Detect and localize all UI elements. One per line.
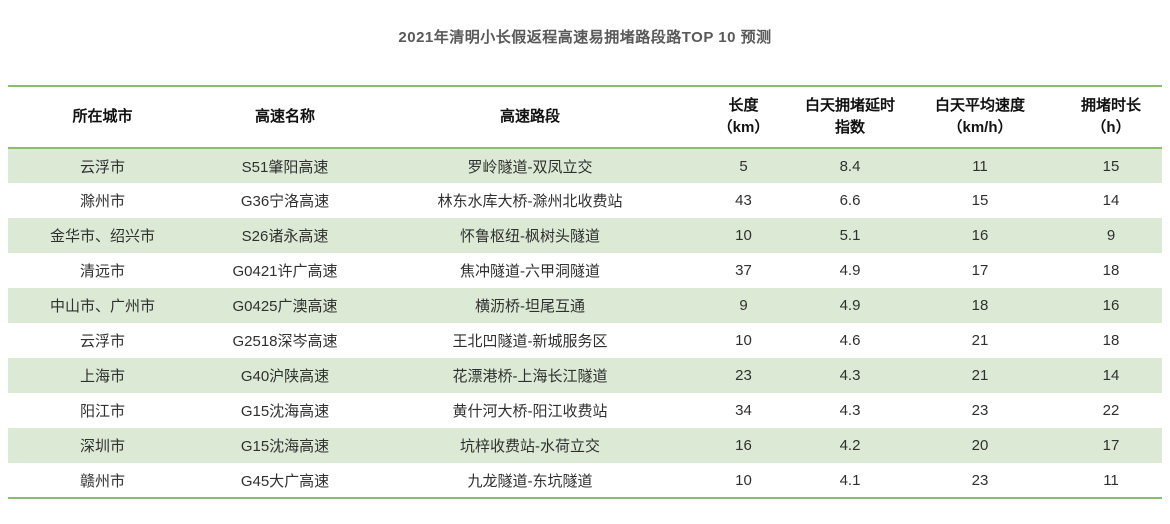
cell-delay-index: 4.9: [839, 297, 861, 314]
cell-highway-section: 九龙隧道-东坑隧道: [467, 472, 593, 490]
congestion-top10-table: 所在城市 高速名称 高速路段 长度 （km） 白天拥堵延时 指数 白天平均速度 …: [8, 85, 1162, 499]
cell-length-km: 10: [735, 471, 752, 489]
cell-highway-name: G40沪陕高速: [240, 368, 330, 385]
cell-delay-index: 4.3: [839, 367, 861, 384]
column-header-highway-name: 高速名称: [254, 108, 315, 125]
cell-length-km: 5: [739, 157, 748, 175]
cell-city: 云浮市: [79, 333, 125, 350]
cell-length-km: 34: [735, 402, 752, 419]
table-row: 上海市 G40沪陕高速 花漂港桥-上海长江隧道 23 4.3 21 14: [8, 358, 1162, 393]
cell-city: 金华市、绍兴市: [49, 228, 155, 245]
cell-length-km: 10: [735, 332, 752, 349]
cell-congestion-hours: 14: [1102, 367, 1120, 384]
cell-avg-speed: 16: [971, 227, 989, 244]
cell-highway-name: G45大广高速: [240, 472, 330, 490]
column-header-avg-speed: 白天平均速度 （km/h）: [934, 97, 1025, 136]
cell-highway-section: 罗岭隧道-双凤立交: [467, 158, 593, 176]
cell-delay-index: 4.2: [839, 437, 861, 454]
cell-avg-speed: 23: [971, 402, 989, 419]
table-row: 赣州市 G45大广高速 九龙隧道-东坑隧道 10 4.1 23 11: [8, 463, 1162, 498]
cell-congestion-hours: 16: [1102, 297, 1120, 314]
cell-congestion-hours: 17: [1102, 437, 1120, 454]
cell-highway-section: 怀鲁枢纽-枫树头隧道: [460, 228, 600, 245]
cell-avg-speed: 15: [971, 192, 989, 209]
cell-congestion-hours: 18: [1102, 332, 1120, 349]
table-row: 深圳市 G15沈海高速 坑梓收费站-水荷立交 16 4.2 20 17: [8, 428, 1162, 463]
cell-highway-section: 横沥桥-坦尾互通: [475, 298, 585, 315]
cell-city: 云浮市: [79, 158, 125, 176]
cell-delay-index: 4.3: [839, 402, 861, 419]
cell-avg-speed: 20: [971, 437, 989, 454]
column-header-highway-section: 高速路段: [499, 108, 560, 125]
table-row: 云浮市 S51肇阳高速 罗岭隧道-双凤立交 5 8.4 11 15: [8, 148, 1162, 183]
cell-delay-index: 8.4: [839, 157, 861, 175]
cell-congestion-hours: 22: [1102, 402, 1120, 419]
cell-length-km: 16: [735, 437, 752, 454]
cell-highway-name: S26诸永高速: [241, 228, 329, 245]
cell-avg-speed: 21: [971, 367, 989, 384]
header-row: 所在城市 高速名称 高速路段 长度 （km） 白天拥堵延时 指数 白天平均速度 …: [8, 86, 1162, 148]
cell-city: 赣州市: [79, 472, 125, 490]
cell-highway-section: 坑梓收费站-水荷立交: [460, 438, 600, 455]
cell-length-km: 37: [735, 262, 752, 279]
cell-delay-index: 4.6: [839, 332, 861, 349]
cell-delay-index: 4.1: [839, 471, 861, 489]
cell-length-km: 23: [735, 367, 752, 384]
cell-highway-section: 焦冲隧道-六甲洞隧道: [460, 263, 600, 280]
cell-highway-section: 林东水库大桥-滁州北收费站: [437, 193, 623, 210]
cell-highway-name: S51肇阳高速: [241, 158, 329, 176]
cell-highway-section: 王北凹隧道-新城服务区: [452, 333, 608, 350]
cell-city: 清远市: [79, 263, 125, 280]
cell-highway-section: 花漂港桥-上海长江隧道: [452, 368, 608, 385]
table-row: 中山市、广州市 G0425广澳高速 横沥桥-坦尾互通 9 4.9 18 16: [8, 288, 1162, 323]
page-title: 2021年清明小长假返程高速易拥堵路段路TOP 10 预测: [398, 29, 772, 46]
column-header-city: 所在城市: [72, 108, 133, 125]
cell-highway-section: 黄什河大桥-阳江收费站: [452, 403, 608, 420]
cell-city: 深圳市: [79, 438, 125, 455]
cell-congestion-hours: 18: [1102, 262, 1120, 279]
table-row: 金华市、绍兴市 S26诸永高速 怀鲁枢纽-枫树头隧道 10 5.1 16 9: [8, 218, 1162, 253]
cell-city: 阳江市: [79, 403, 125, 420]
cell-delay-index: 4.9: [839, 262, 861, 279]
cell-delay-index: 5.1: [839, 227, 861, 244]
cell-highway-name: G0425广澳高速: [232, 298, 338, 315]
cell-highway-name: G36宁洛高速: [240, 193, 330, 210]
cell-highway-name: G0421许广高速: [232, 263, 338, 280]
cell-delay-index: 6.6: [839, 192, 861, 209]
table-row: 滁州市 G36宁洛高速 林东水库大桥-滁州北收费站 43 6.6 15 14: [8, 183, 1162, 218]
column-header-delay-index: 白天拥堵延时 指数: [804, 97, 895, 136]
cell-avg-speed: 17: [971, 262, 989, 279]
cell-avg-speed: 11: [972, 157, 988, 175]
cell-length-km: 10: [735, 227, 752, 244]
cell-highway-name: G2518深岑高速: [232, 333, 338, 350]
column-header-length-km: 长度 （km）: [717, 97, 770, 136]
cell-avg-speed: 23: [971, 471, 989, 489]
table-row: 阳江市 G15沈海高速 黄什河大桥-阳江收费站 34 4.3 23 22: [8, 393, 1162, 428]
cell-congestion-hours: 15: [1102, 157, 1120, 175]
cell-highway-name: G15沈海高速: [240, 403, 330, 420]
table-row: 清远市 G0421许广高速 焦冲隧道-六甲洞隧道 37 4.9 17 18: [8, 253, 1162, 288]
cell-highway-name: G15沈海高速: [240, 438, 330, 455]
table-body: 云浮市 S51肇阳高速 罗岭隧道-双凤立交 5 8.4 11 15 滁州市 G3…: [8, 148, 1162, 498]
cell-congestion-hours: 11: [1103, 471, 1119, 489]
cell-congestion-hours: 14: [1102, 192, 1120, 209]
cell-congestion-hours: 9: [1106, 227, 1116, 244]
cell-length-km: 9: [739, 297, 748, 314]
cell-city: 上海市: [79, 368, 125, 385]
cell-avg-speed: 21: [971, 332, 989, 349]
cell-length-km: 43: [735, 192, 752, 209]
table-header: 所在城市 高速名称 高速路段 长度 （km） 白天拥堵延时 指数 白天平均速度 …: [8, 86, 1162, 148]
cell-avg-speed: 18: [971, 297, 989, 314]
cell-city: 滁州市: [79, 193, 125, 210]
column-header-congestion-hours: 拥堵时长 （h）: [1080, 97, 1141, 136]
cell-city: 中山市、广州市: [49, 298, 155, 315]
table-row: 云浮市 G2518深岑高速 王北凹隧道-新城服务区 10 4.6 21 18: [8, 323, 1162, 358]
